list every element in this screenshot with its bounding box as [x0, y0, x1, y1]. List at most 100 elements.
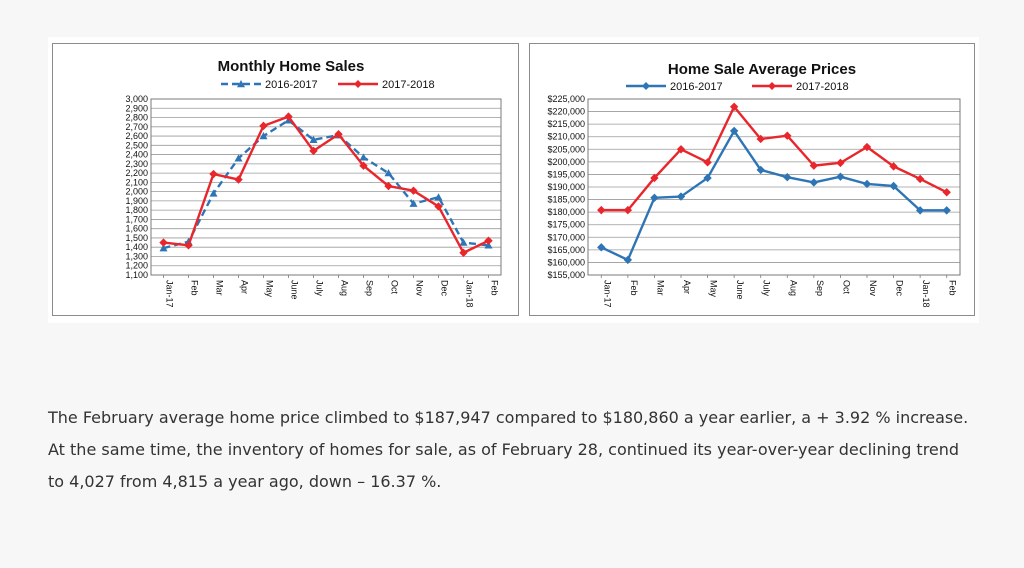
- figure-panel: Monthly Home Sales 1,100 1,200 1,300 1,400 1…: [48, 37, 979, 323]
- y-tick-label: 1,500: [125, 233, 148, 243]
- x-tick-label: Apr: [240, 280, 250, 294]
- x-tick-label: July: [762, 280, 772, 297]
- y-tick-label: $180,000: [547, 207, 585, 217]
- x-tick-label: Nov: [868, 280, 878, 297]
- y-tick-label: $225,000: [547, 94, 585, 104]
- x-tick-label: Aug: [788, 280, 798, 296]
- series-line: [600, 129, 947, 262]
- x-axis-ticks: Jan-17 Feb Mar Apr May June July Aug Sep Oct Nov De…: [600, 275, 958, 308]
- diamond-marker: [623, 255, 633, 265]
- diamond-marker: [484, 236, 493, 245]
- diamond-marker: [184, 241, 193, 250]
- y-tick-label: 3,000: [125, 94, 148, 104]
- series-line: [163, 115, 490, 254]
- diamond-marker: [942, 188, 951, 197]
- y-tick-label: 1,700: [125, 214, 148, 224]
- y-axis-ticks: $155,000 $160,000 $165,000 $170,000 $175,000…: [547, 94, 585, 280]
- diamond-marker: [259, 121, 268, 131]
- y-tick-label: 2,000: [125, 187, 148, 197]
- diamond-marker: [597, 205, 606, 215]
- y-tick-label: 1,800: [125, 205, 148, 215]
- y-tick-label: $190,000: [547, 182, 585, 192]
- x-tick-label: July: [315, 280, 325, 297]
- triangle-marker: [259, 132, 268, 140]
- y-tick-label: $170,000: [547, 232, 585, 242]
- y-tick-label: 1,300: [125, 251, 148, 261]
- y-tick-label: 2,500: [125, 140, 148, 150]
- triangle-marker: [484, 241, 493, 249]
- diamond-marker: [703, 158, 712, 167]
- x-tick-label: Feb: [629, 280, 639, 296]
- triangle-marker: [434, 193, 443, 201]
- y-tick-label: 1,600: [125, 224, 148, 234]
- legend: 2016-2017 2017-2018: [626, 81, 849, 93]
- x-tick-label: Aug: [340, 280, 350, 296]
- triangle-marker: [459, 238, 468, 246]
- x-tick-label: May: [709, 280, 719, 298]
- x-tick-label: Mar: [215, 280, 225, 296]
- y-tick-label: 2,700: [125, 122, 148, 132]
- y-tick-label: $175,000: [547, 220, 585, 230]
- legend: 2016-2017 2017-2018: [221, 79, 435, 91]
- series-2017-2018: [597, 102, 951, 215]
- diamond-marker: [384, 181, 393, 191]
- diamond-marker: [915, 174, 925, 184]
- series-2016-2017: [597, 126, 951, 265]
- y-axis-ticks: 1,1001,2001,3001,4001,5001,6001,7001,800…: [125, 94, 148, 280]
- monthly-home-sales-chart: Monthly Home Sales 1,100 1,200 1,300 1,400 1…: [52, 43, 519, 316]
- y-tick-label: $155,000: [547, 270, 585, 280]
- series-line: [163, 119, 489, 250]
- legend-label: 2016-2017: [670, 81, 723, 93]
- y-tick-label: 1,200: [125, 261, 148, 271]
- y-tick-label: 1,100: [125, 270, 148, 280]
- monthly-home-sales-svg: Monthly Home Sales 1,1001,2001,3001,4001…: [125, 58, 502, 308]
- y-tick-label: $220,000: [547, 107, 585, 117]
- legend-label: 2016-2017: [265, 79, 318, 91]
- triangle-marker: [384, 169, 393, 177]
- diamond-marker: [650, 193, 659, 203]
- x-tick-label: Sep: [815, 280, 825, 296]
- legend-label: 2017-2018: [796, 81, 849, 93]
- diamond-marker: [889, 162, 898, 171]
- y-tick-label: $215,000: [547, 119, 585, 129]
- y-tick-label: $160,000: [547, 257, 585, 267]
- y-tick-label: 2,200: [125, 168, 148, 178]
- y-tick-label: 1,900: [125, 196, 148, 206]
- x-tick-label: Jan-18: [465, 280, 475, 308]
- triangle-marker: [309, 135, 318, 143]
- diamond-marker: [459, 248, 468, 257]
- diamond-marker: [942, 206, 951, 215]
- x-tick-label: Oct: [841, 280, 851, 295]
- diamond-marker: [159, 238, 168, 247]
- y-tick-label: 2,100: [125, 177, 148, 187]
- diamond-marker: [768, 82, 776, 90]
- y-tick-label: 2,300: [125, 159, 148, 169]
- x-tick-label: Feb: [948, 280, 958, 296]
- x-tick-label: Nov: [415, 280, 425, 297]
- x-tick-label: Jan-18: [921, 280, 931, 308]
- y-tick-label: 2,900: [125, 103, 148, 113]
- x-tick-label: Oct: [390, 280, 400, 295]
- x-tick-label: May: [265, 280, 275, 298]
- diamond-marker: [862, 142, 872, 152]
- x-tick-label: June: [290, 280, 300, 300]
- y-tick-label: $205,000: [547, 144, 585, 154]
- y-tick-label: $165,000: [547, 245, 585, 255]
- plot-area: [587, 98, 961, 276]
- x-tick-label: Dec: [895, 280, 905, 297]
- article-paragraph: The February average home price climbed …: [48, 408, 969, 491]
- diamond-marker: [597, 243, 606, 252]
- triangle-marker: [209, 189, 218, 197]
- y-tick-label: $200,000: [547, 157, 585, 167]
- diamond-marker: [642, 82, 650, 90]
- diamond-marker: [862, 179, 872, 189]
- diamond-marker: [334, 130, 343, 139]
- y-tick-label: 1,400: [125, 242, 148, 252]
- x-tick-label: Mar: [655, 280, 665, 296]
- home-sale-average-prices-chart: Home Sale Average Prices $155,000 $160,00…: [529, 43, 975, 316]
- diamond-marker: [676, 192, 686, 201]
- legend-label: 2017-2018: [382, 79, 435, 91]
- diamond-marker: [234, 175, 243, 184]
- diamond-marker: [889, 181, 898, 191]
- triangle-marker: [159, 244, 168, 252]
